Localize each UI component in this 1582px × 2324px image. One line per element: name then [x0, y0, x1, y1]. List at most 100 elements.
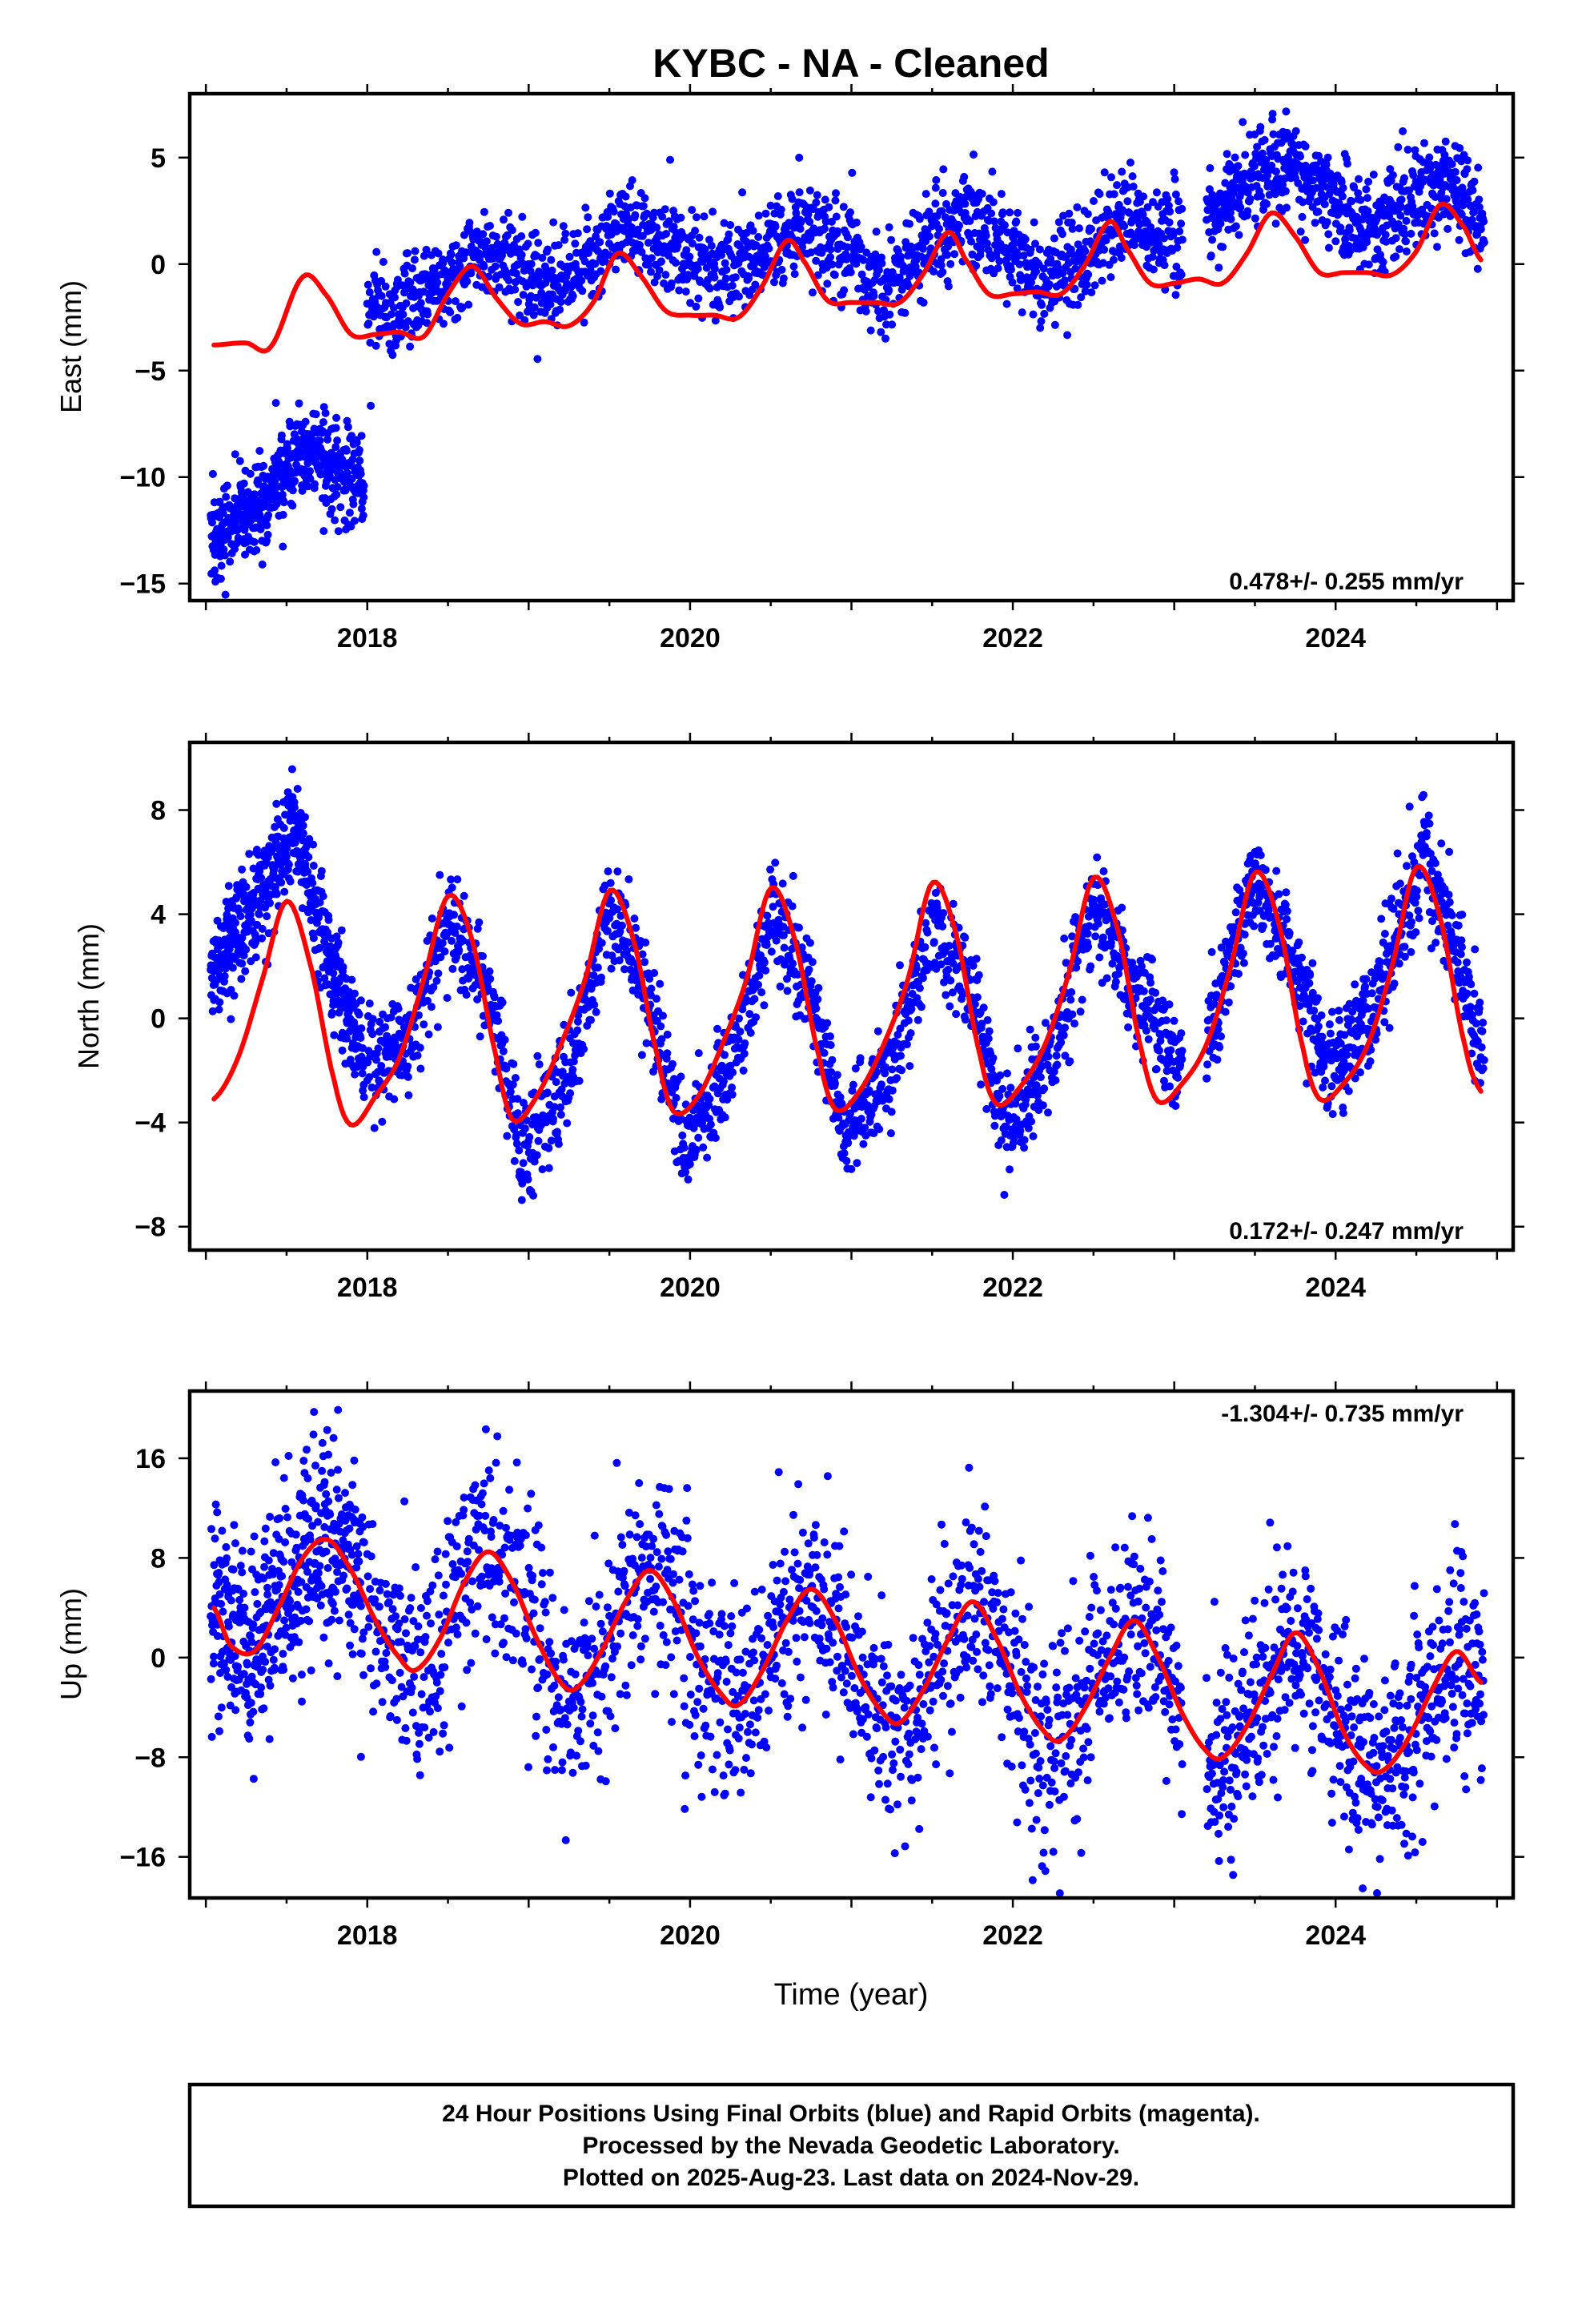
observation-point [240, 525, 249, 534]
observation-point [1395, 245, 1403, 254]
observation-point [372, 247, 381, 256]
observation-point [473, 924, 482, 933]
observation-point [633, 225, 642, 234]
observation-point [573, 1026, 582, 1035]
observation-point [705, 284, 714, 293]
observation-point [1468, 186, 1477, 195]
observation-point [424, 310, 432, 319]
observation-point [735, 292, 743, 301]
observation-point [293, 785, 302, 793]
observation-point [1171, 291, 1180, 300]
observation-point [885, 286, 893, 295]
observation-point [711, 316, 720, 325]
observation-point [211, 566, 219, 575]
observation-point [865, 1086, 873, 1095]
observation-point [691, 227, 700, 235]
observation-point [1117, 254, 1126, 262]
observation-point [821, 217, 830, 226]
observation-point [751, 280, 760, 289]
observation-point [1070, 1019, 1079, 1028]
observation-point [1362, 185, 1371, 194]
observation-point [298, 486, 307, 495]
observation-point [1035, 245, 1044, 254]
observation-point [969, 961, 978, 970]
observation-point [1143, 203, 1152, 211]
observation-point [511, 285, 520, 294]
observation-point [717, 251, 726, 259]
observation-point [656, 979, 665, 988]
observation-point [416, 299, 425, 308]
observation-point [1399, 127, 1407, 135]
observation-point [842, 1156, 851, 1165]
observation-point [278, 490, 287, 499]
observation-point [349, 500, 358, 509]
observation-point [290, 803, 299, 812]
observation-point [1087, 288, 1096, 297]
observation-point [1062, 959, 1070, 967]
observation-point [812, 198, 821, 207]
observation-point [738, 188, 747, 197]
observation-point [640, 958, 649, 967]
observation-point [789, 262, 798, 271]
observation-point [711, 1134, 720, 1142]
observation-point [779, 931, 788, 939]
observation-point [1030, 218, 1038, 227]
observation-point [805, 939, 814, 947]
observation-point [325, 472, 334, 480]
observation-point [897, 1066, 906, 1075]
observation-point [283, 843, 291, 852]
observation-point [770, 209, 779, 218]
observation-point [686, 299, 695, 308]
observation-point [228, 963, 237, 972]
observation-point [915, 983, 924, 992]
observation-point [548, 266, 556, 275]
observation-point [282, 853, 291, 861]
observation-point [355, 1010, 363, 1019]
observation-point [921, 919, 930, 927]
observation-point [692, 302, 701, 311]
observation-point [529, 1191, 537, 1200]
observation-point [807, 977, 816, 986]
observation-point [1169, 231, 1178, 239]
observation-point [315, 898, 324, 907]
observation-point [771, 858, 780, 867]
observation-point [408, 264, 416, 273]
observation-point [1063, 331, 1072, 340]
observation-point [804, 210, 813, 219]
observation-point [832, 189, 840, 198]
observation-point [1402, 216, 1411, 225]
observation-point [597, 973, 605, 982]
observation-point [1298, 212, 1307, 221]
observation-point [795, 188, 804, 197]
observation-point [1381, 231, 1390, 239]
observation-point [208, 469, 217, 478]
observation-point [334, 939, 343, 947]
observation-point [877, 328, 885, 336]
observation-point [301, 813, 309, 822]
observation-point [1102, 236, 1110, 245]
observation-point [983, 239, 991, 247]
observation-point [368, 1030, 377, 1039]
observation-point [1433, 243, 1441, 251]
observation-point [994, 264, 1002, 272]
observation-point [467, 269, 476, 278]
observation-point [805, 218, 814, 226]
observation-point [553, 1128, 561, 1136]
observation-point [247, 916, 255, 925]
observation-point [923, 928, 932, 937]
observation-point [389, 304, 398, 312]
observation-point [366, 338, 375, 347]
observation-point [1301, 235, 1310, 244]
observation-point [359, 511, 367, 520]
observation-point [938, 267, 947, 276]
observation-point [327, 505, 336, 513]
observation-point [1256, 123, 1265, 131]
observation-point [516, 311, 524, 320]
observation-point [1268, 115, 1277, 124]
observation-point [1072, 963, 1081, 972]
observation-point [915, 215, 924, 223]
observation-point [978, 1019, 986, 1028]
observation-point [345, 509, 354, 517]
observation-point [299, 829, 307, 838]
observation-point [404, 1072, 412, 1081]
